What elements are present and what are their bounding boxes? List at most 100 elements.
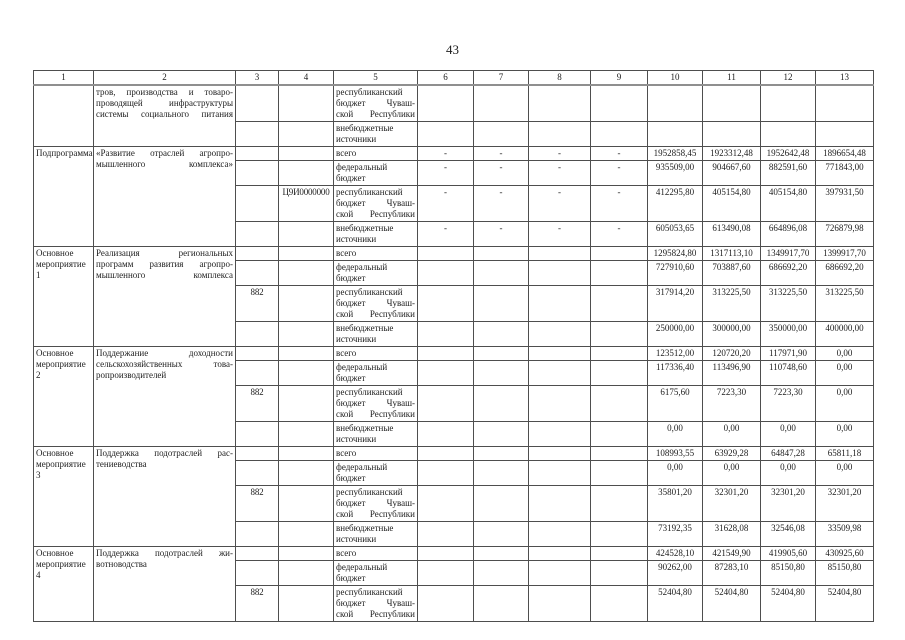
- table-row: федеральный бюджет 117336,40 113496,90 1107…: [34, 360, 874, 386]
- amount-cell: 32546,08: [760, 521, 816, 547]
- amount-cell: [590, 546, 648, 561]
- amount-cell: [647, 84, 703, 122]
- amount-cell: [417, 446, 474, 461]
- amount-cell: 85150,80: [815, 560, 874, 586]
- funding-source-cell: федеральный бюджет: [333, 160, 418, 186]
- amount-cell: [702, 84, 761, 122]
- amount-cell: [528, 585, 591, 622]
- funding-source-cell: всего: [333, 546, 418, 561]
- table-row: федеральный бюджет - - - -935509,00 904667,60…: [34, 160, 874, 186]
- amount-cell: 686692,20: [760, 260, 816, 286]
- amount-cell: [473, 560, 529, 586]
- column-header: 4: [278, 70, 334, 86]
- amount-cell: -: [528, 146, 591, 161]
- amount-cell: [590, 485, 648, 522]
- table-row: Основное мероприятие 4 Поддержка подотрас…: [33, 546, 874, 622]
- amount-cell: [528, 446, 591, 461]
- amount-cell: 1923312,48: [702, 146, 761, 161]
- amount-cell: 0,00: [702, 460, 761, 486]
- grbs-code-cell: [235, 521, 279, 547]
- target-article-cell: [278, 285, 334, 322]
- funding-source-cell: всего: [333, 346, 418, 361]
- amount-cell: [473, 321, 529, 347]
- amount-cell: [702, 121, 761, 147]
- grbs-code-cell: [235, 446, 279, 461]
- amount-cell: [417, 485, 474, 522]
- funding-source-cell: внебюджетные источники: [333, 121, 418, 147]
- funding-source-cell: всего: [333, 246, 418, 261]
- amount-cell: 7223,30: [760, 385, 816, 422]
- amount-cell: 87283,10: [702, 560, 761, 586]
- amount-cell: 33509,98: [815, 521, 874, 547]
- column-header: 12: [760, 70, 816, 86]
- funding-source-cell: федеральный бюджет: [333, 360, 418, 386]
- amount-cell: [473, 84, 529, 122]
- amount-cell: [590, 121, 648, 147]
- amount-cell: 424528,10: [647, 546, 703, 561]
- funding-source-cell: республиканский бюджет Чуваш- ской Респу…: [333, 385, 418, 422]
- grbs-code-cell: [235, 160, 279, 186]
- amount-cell: 664896,08: [760, 221, 816, 247]
- table-body: тров, производства и товаро- проводящей …: [33, 84, 874, 622]
- amount-cell: [590, 446, 648, 461]
- amount-cell: [528, 485, 591, 522]
- grbs-code-cell: [235, 246, 279, 261]
- funding-source-cell: республиканский бюджет Чуваш- ской Респу…: [333, 285, 418, 322]
- amount-cell: -: [590, 146, 648, 161]
- amount-cell: -: [528, 185, 591, 222]
- amount-cell: 32301,20: [760, 485, 816, 522]
- amount-cell: [590, 385, 648, 422]
- amount-cell: 0,00: [702, 421, 761, 447]
- target-article-cell: [278, 321, 334, 347]
- table-row: федеральный бюджет 0,00 0,00 0,00 0,00: [34, 460, 874, 486]
- amount-cell: [528, 246, 591, 261]
- column-header: 2: [93, 70, 236, 86]
- funding-source-cell: федеральный бюджет: [333, 560, 418, 586]
- amount-cell: 6175,60: [647, 385, 703, 422]
- amount-cell: 313225,50: [760, 285, 816, 322]
- amount-cell: 32301,20: [815, 485, 874, 522]
- grbs-code-cell: [235, 84, 279, 122]
- amount-cell: [473, 121, 529, 147]
- target-article-cell: [278, 521, 334, 547]
- amount-cell: [528, 560, 591, 586]
- measure-name-cell: Основное мероприятие 2: [33, 346, 94, 447]
- amount-cell: [417, 121, 474, 147]
- grbs-code-cell: [235, 546, 279, 561]
- amount-cell: [473, 485, 529, 522]
- grbs-code-cell: [235, 146, 279, 161]
- amount-cell: 0,00: [815, 385, 874, 422]
- amount-cell: -: [417, 185, 474, 222]
- amount-cell: -: [528, 160, 591, 186]
- amount-cell: 52404,80: [702, 585, 761, 622]
- amount-cell: [528, 260, 591, 286]
- amount-cell: 430925,60: [815, 546, 874, 561]
- column-header: 9: [590, 70, 648, 86]
- grbs-code-cell: [235, 560, 279, 586]
- amount-cell: [590, 260, 648, 286]
- target-article-cell: [278, 84, 334, 122]
- measure-title-cell: тров, производства и товаро- проводящей …: [93, 84, 236, 147]
- amount-cell: [528, 285, 591, 322]
- grbs-code-cell: [235, 346, 279, 361]
- column-header: 3: [235, 70, 279, 86]
- amount-cell: [473, 460, 529, 486]
- amount-cell: 405154,80: [760, 185, 816, 222]
- amount-cell: [473, 421, 529, 447]
- table-row: Основное мероприятие 2 Поддержание доходн…: [33, 346, 874, 447]
- target-article-cell: [278, 460, 334, 486]
- grbs-code-cell: 882: [235, 585, 279, 622]
- amount-cell: 419905,60: [760, 546, 816, 561]
- amount-cell: 686692,20: [815, 260, 874, 286]
- amount-cell: 405154,80: [702, 185, 761, 222]
- amount-cell: [590, 460, 648, 486]
- amount-cell: [417, 585, 474, 622]
- amount-cell: [590, 285, 648, 322]
- amount-cell: [417, 285, 474, 322]
- amount-cell: [528, 521, 591, 547]
- amount-cell: [528, 360, 591, 386]
- funding-source-cell: внебюджетные источники: [333, 521, 418, 547]
- table-row: внебюджетные источники 73192,35 31628,08 32…: [34, 521, 874, 547]
- page-number: 43: [446, 42, 459, 57]
- target-article-cell: [278, 260, 334, 286]
